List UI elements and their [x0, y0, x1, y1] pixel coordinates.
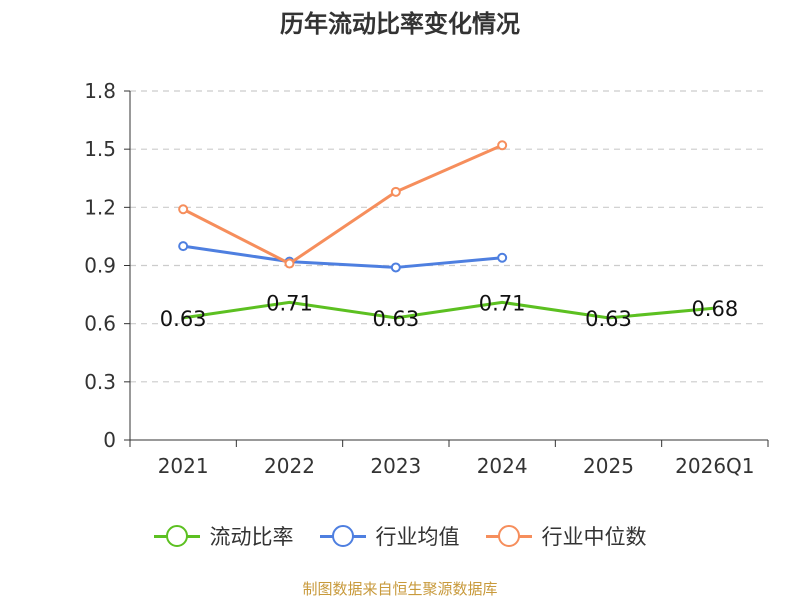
- data-point: [390, 262, 401, 273]
- data-point: [390, 186, 401, 197]
- legend-label: 行业均值: [375, 525, 460, 549]
- data-point: [497, 140, 508, 151]
- x-tick-label: 2021: [158, 454, 209, 478]
- legend-swatch-icon: [153, 524, 200, 548]
- legend-swatch-icon: [485, 524, 532, 548]
- x-tick-label: 2022: [264, 454, 315, 478]
- data-label: 0.63: [585, 307, 632, 331]
- x-tick-label: 2024: [477, 454, 528, 478]
- legend-item-current-ratio[interactable]: 流动比率: [153, 521, 294, 551]
- data-label: 0.63: [372, 307, 419, 331]
- y-tick-label: 0.6: [84, 312, 116, 336]
- legend-swatch-icon: [319, 524, 366, 548]
- legend: 流动比率 行业均值 行业中位数: [0, 521, 800, 551]
- y-tick-label: 0: [103, 428, 116, 452]
- data-label: 0.71: [479, 291, 526, 315]
- data-label: 0.71: [266, 291, 313, 315]
- x-tick-label: 2023: [370, 454, 421, 478]
- y-tick-label: 1.8: [84, 79, 116, 103]
- series-line-2: [182, 244, 503, 269]
- y-tick-label: 0.9: [84, 254, 116, 278]
- legend-label: 流动比率: [209, 525, 294, 549]
- x-tick-label: 2026Q1: [675, 454, 754, 478]
- data-point: [178, 204, 189, 215]
- data-label: 0.63: [160, 307, 207, 331]
- series-line-1: [182, 300, 715, 320]
- data-point: [178, 241, 189, 252]
- y-tick-label: 1.2: [84, 195, 116, 219]
- y-tick-label: 0.3: [84, 370, 116, 394]
- legend-item-industry-mean[interactable]: 行业均值: [319, 521, 460, 551]
- legend-label: 行业中位数: [541, 525, 647, 549]
- data-label: 0.68: [691, 297, 738, 321]
- legend-item-industry-median[interactable]: 行业中位数: [485, 521, 647, 551]
- data-point: [497, 252, 508, 263]
- data-point: [284, 258, 295, 269]
- series-line-3: [182, 143, 503, 266]
- x-tick-label: 2025: [583, 454, 634, 478]
- source-note: 制图数据来自恒生聚源数据库: [302, 580, 498, 598]
- chart-title: 历年流动比率变化情况: [280, 10, 520, 38]
- y-tick-label: 1.5: [84, 137, 116, 161]
